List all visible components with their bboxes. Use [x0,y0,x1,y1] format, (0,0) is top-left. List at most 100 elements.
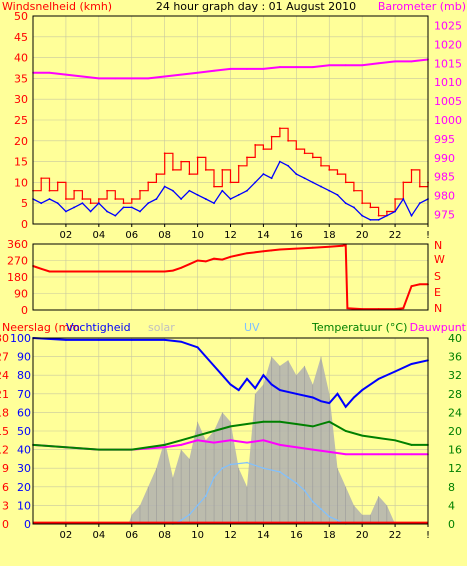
compass-label: N [434,239,442,252]
barometer-tick-label: 1020 [434,38,462,51]
temperature-point [65,446,67,449]
wind-speed-point [394,210,396,213]
pressure-point [344,64,347,67]
humidity-point [377,378,380,380]
temperature-tick-label: 12 [448,462,462,475]
wind-speed-point [262,173,265,175]
uv-point [204,495,207,497]
humidity-tick-label: 0 [24,518,31,531]
direction-point [40,267,43,270]
uv-point [180,519,183,522]
direction-tick-label: 90 [14,288,28,301]
temperature-point [262,420,265,423]
direction-point [114,270,117,273]
x-tick-label: 04 [92,530,105,541]
direction-point [97,270,100,273]
direction-point [213,257,215,260]
gust-point [237,164,240,167]
wind-speed-point [73,206,76,209]
temperature-tick-label: 16 [448,444,462,457]
direction-point [254,251,257,254]
wind-speed-point [295,173,298,175]
humidity-point [278,389,281,391]
x-tick-label: 04 [92,230,105,241]
wind-speed-point [270,177,273,180]
humidity-axis-label: Vochtigheid [66,321,131,334]
direction-point [147,270,150,273]
wind-speed-point [311,181,314,184]
direction-point [180,266,183,269]
dewpoint-point [213,441,215,444]
uv-point [320,508,322,511]
gust-point [311,156,314,159]
pressure-point [246,68,248,70]
wind-speed-point [353,206,355,209]
x-tick-label: 16 [290,230,303,241]
solar-axis-label: solar [148,321,175,334]
gust-point [81,198,84,200]
gust-point [394,198,396,200]
humidity-point [270,383,273,386]
rain-tick-label: 12 [0,444,9,457]
humidity-point [254,387,257,390]
rain-tick-label: 24 [0,369,9,382]
barometer-tick-label: 985 [434,171,455,184]
pressure-point [295,66,298,68]
gust-point [221,169,224,171]
humidity-point [97,338,100,341]
barometer-tick-label: 1005 [434,95,462,108]
pressure-point [48,71,51,74]
wind-tick-label: 0 [21,218,28,231]
wind-speed-point [213,202,215,205]
gust-point [320,164,322,167]
direction-point [196,259,199,262]
direction-point [346,307,349,310]
temperature-axis-label: Temperatuur (°C) [311,321,407,334]
temperature-tick-label: 4 [448,499,455,512]
pressure-point [163,75,166,78]
humidity-point [311,396,314,399]
x-tick-label: 16 [290,530,303,541]
gust-point [303,152,306,155]
barometer-tick-label: 980 [434,190,455,203]
x-tick-label: 18 [323,530,336,541]
direction-point [229,255,232,258]
gust-point [229,181,232,184]
direction-point [262,250,265,253]
uv-point [336,519,339,522]
gust-point [270,135,273,138]
humidity-point [394,370,396,373]
dewpoint-point [361,453,364,456]
rain-tick-label: 15 [0,425,9,438]
rain-tick-label: 18 [0,406,9,419]
compass-label: E [434,286,441,299]
temperature-point [246,423,248,425]
direction-point [270,249,273,252]
direction-tick-label: 360 [7,238,28,251]
wind-speed-point [278,160,281,163]
humidity-point [229,383,232,386]
rain-tick-label: 6 [2,481,9,494]
wind-speed-point [139,210,141,213]
dewpoint-point [344,453,347,456]
direction-point [295,247,298,250]
direction-point [204,260,207,263]
pressure-point [81,75,84,78]
gust-point [385,210,388,213]
humidity-point [237,389,240,391]
pressure-point [262,68,265,70]
rain-tick-label: 27 [0,351,9,364]
direction-point [48,270,51,273]
plot-border [32,243,429,311]
wind-speed-point [418,202,421,205]
direction-tick-label: 270 [7,255,28,268]
x-tick-label: 20 [356,230,369,241]
uv-point [188,513,191,516]
x-tick-label: 14 [257,230,270,241]
uv-point [328,515,331,518]
pressure-point [147,77,150,80]
gust-point [353,189,355,192]
gust-point [262,148,265,151]
